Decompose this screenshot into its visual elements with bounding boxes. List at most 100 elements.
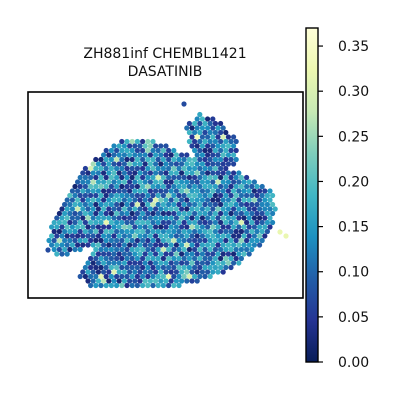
- spot: [145, 228, 151, 235]
- spot: [119, 192, 125, 199]
- spot: [173, 188, 179, 194]
- spot: [262, 224, 268, 230]
- spot: [166, 192, 172, 199]
- spot: [88, 183, 94, 190]
- spot: [215, 143, 221, 149]
- spot: [199, 143, 205, 149]
- spot: [218, 219, 224, 226]
- spot: [147, 251, 153, 257]
- spot: [223, 138, 229, 145]
- spot: [98, 273, 104, 280]
- spot: [168, 179, 174, 185]
- spot: [93, 183, 99, 190]
- spot: [163, 152, 169, 158]
- spot: [186, 165, 192, 172]
- spot: [233, 210, 239, 217]
- spot: [220, 197, 226, 203]
- spot: [171, 228, 177, 235]
- spot: [186, 237, 192, 244]
- spot: [93, 156, 99, 163]
- spot: [140, 219, 146, 226]
- spot: [108, 210, 114, 217]
- spot: [215, 179, 221, 185]
- spot: [166, 165, 172, 172]
- spot: [108, 264, 114, 271]
- spot: [95, 233, 101, 239]
- spot: [220, 188, 226, 194]
- spot: [108, 246, 114, 253]
- spot: [264, 201, 270, 208]
- spot: [249, 210, 255, 217]
- spot: [155, 219, 161, 226]
- spot: [101, 197, 107, 203]
- spot: [160, 165, 166, 172]
- spot: [168, 242, 174, 248]
- spot: [205, 269, 211, 275]
- spot: [173, 242, 179, 248]
- spot: [82, 237, 88, 244]
- spot: [106, 233, 112, 239]
- spot: [142, 233, 148, 239]
- spot: [220, 134, 226, 140]
- spot: [155, 264, 161, 271]
- spot: [93, 174, 99, 181]
- spot: [116, 233, 122, 239]
- spot: [223, 174, 229, 181]
- spot: [129, 219, 135, 226]
- spot: [202, 183, 208, 190]
- spot: [254, 228, 260, 235]
- spot: [101, 170, 107, 176]
- spot: [119, 201, 125, 208]
- spot: [254, 219, 260, 226]
- spot: [163, 161, 169, 167]
- spot: [137, 161, 143, 167]
- spot: [192, 165, 198, 172]
- spot: [202, 138, 208, 145]
- spot: [241, 251, 247, 257]
- spot: [267, 215, 273, 221]
- spot: [205, 161, 211, 167]
- spot: [101, 269, 107, 275]
- spot: [163, 170, 169, 176]
- spot: [116, 206, 122, 212]
- spot: [101, 179, 107, 185]
- spot: [223, 183, 229, 190]
- spot: [194, 125, 200, 131]
- spot: [90, 170, 96, 176]
- spot: [106, 152, 112, 158]
- spot: [137, 233, 143, 239]
- spot: [150, 237, 156, 244]
- spot: [145, 192, 151, 199]
- spot: [207, 165, 213, 172]
- spot: [210, 188, 216, 194]
- spot: [101, 260, 107, 266]
- spot: [132, 251, 138, 257]
- spot: [267, 188, 273, 194]
- spot: [228, 192, 234, 199]
- spot: [231, 152, 237, 158]
- spot: [80, 269, 86, 275]
- spot: [192, 201, 198, 208]
- spot: [114, 192, 120, 199]
- spot: [150, 201, 156, 208]
- spot: [184, 260, 190, 266]
- spot: [236, 170, 242, 176]
- colorbar-tick-label: 0.05: [338, 310, 369, 326]
- spot: [98, 174, 104, 181]
- spot: [171, 210, 177, 217]
- spot: [168, 233, 174, 239]
- spot: [62, 201, 68, 208]
- spot: [194, 215, 200, 221]
- spot: [124, 282, 130, 289]
- spot: [197, 183, 203, 190]
- spot: [140, 246, 146, 253]
- spot: [199, 152, 205, 158]
- spot: [142, 215, 148, 221]
- spot: [236, 206, 242, 212]
- spot: [179, 197, 185, 203]
- spot: [210, 260, 216, 266]
- spot: [199, 260, 205, 266]
- spot: [134, 156, 140, 163]
- spot: [93, 201, 99, 208]
- spot: [103, 246, 109, 253]
